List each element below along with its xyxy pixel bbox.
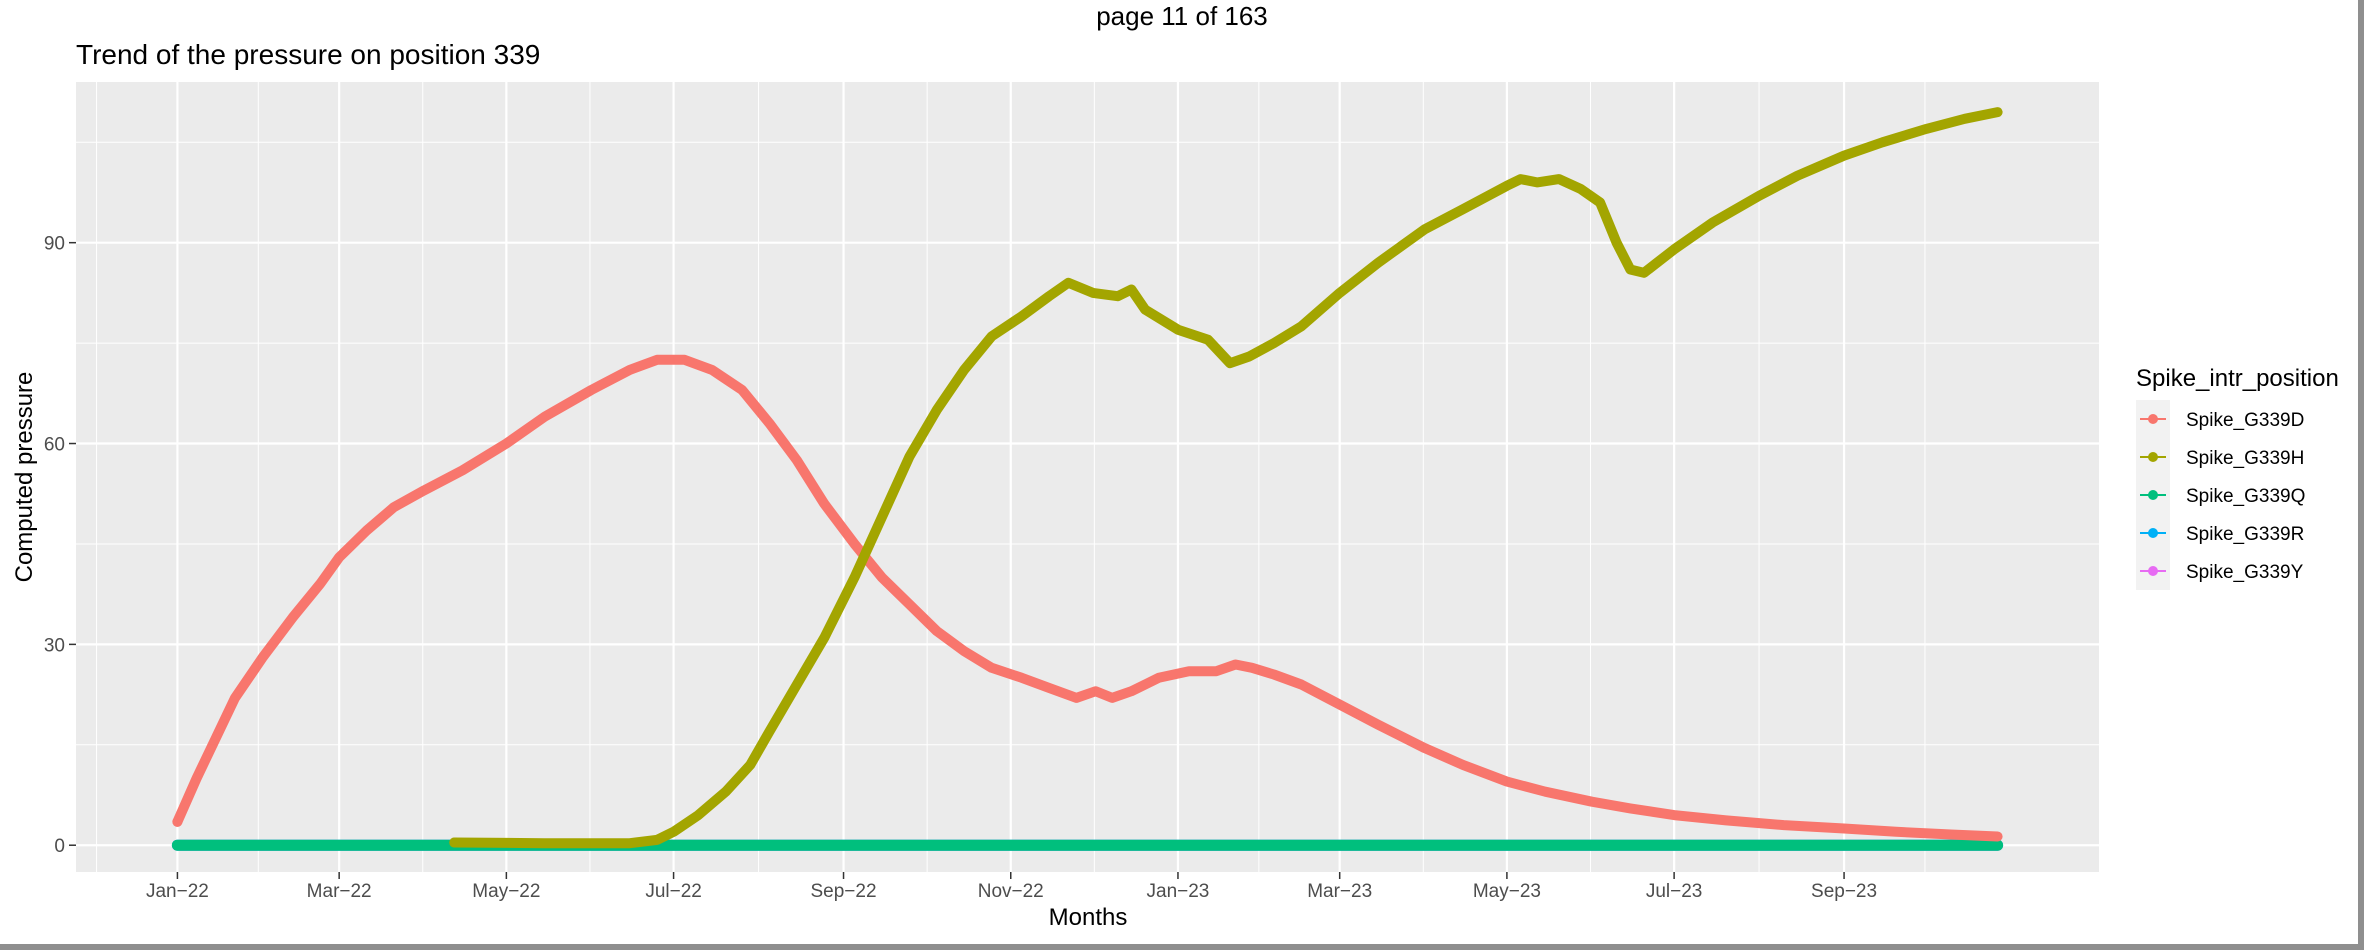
series-point-spike-g339h bbox=[449, 837, 460, 848]
page-header: page 11 of 163 bbox=[1096, 1, 1268, 31]
y-tick-label: 90 bbox=[44, 234, 65, 255]
series-layer bbox=[171, 107, 2004, 851]
legend-item-spike-g339y: Spike_G339Y bbox=[2136, 552, 2304, 590]
legend-label: Spike_G339H bbox=[2186, 448, 2304, 469]
x-tick-label: Jul−22 bbox=[645, 881, 702, 902]
y-axis-label: Computed pressure bbox=[11, 372, 38, 583]
y-tick-label: 60 bbox=[44, 435, 65, 456]
legend-label: Spike_G339Y bbox=[2186, 562, 2304, 583]
legend-key-point bbox=[2148, 452, 2158, 462]
grid-minor bbox=[76, 82, 2099, 872]
legend-item-spike-g339r: Spike_G339R bbox=[2136, 514, 2304, 552]
x-tick-label: May−23 bbox=[1473, 881, 1541, 902]
series-line-spike-g339d bbox=[172, 354, 2003, 842]
legend-key-point bbox=[2148, 490, 2158, 500]
legend-item-spike-g339h: Spike_G339H bbox=[2136, 438, 2304, 476]
x-axis-label: Months bbox=[1049, 904, 1128, 931]
y-tick-label: 30 bbox=[44, 635, 65, 656]
x-tick-label: Mar−22 bbox=[307, 881, 372, 902]
series-point-spike-g339d bbox=[172, 816, 183, 827]
x-tick-label: Sep−23 bbox=[1811, 881, 1877, 902]
legend-item-spike-g339q: Spike_G339Q bbox=[2136, 476, 2305, 514]
x-tick-label: Sep−22 bbox=[811, 881, 877, 902]
chart-title: Trend of the pressure on position 339 bbox=[76, 39, 540, 70]
plot-panel bbox=[76, 82, 2099, 872]
x-tick-label: Mar−23 bbox=[1307, 881, 1372, 902]
legend-label: Spike_G339Q bbox=[2186, 486, 2305, 507]
legend-label: Spike_G339R bbox=[2186, 524, 2304, 545]
y-tick-label: 0 bbox=[54, 836, 65, 857]
legend: Spike_intr_position Spike_G339D Spike_G33… bbox=[2136, 365, 2339, 590]
legend-title: Spike_intr_position bbox=[2136, 365, 2339, 392]
legend-key-point bbox=[2148, 566, 2158, 576]
series-line-spike-g339h bbox=[449, 107, 2003, 849]
legend-key-point bbox=[2148, 414, 2158, 424]
legend-label: Spike_G339D bbox=[2186, 410, 2304, 431]
x-axis: Jan−22 Mar−22 May−22 Jul−22 Sep−22 Nov−22 Jan−… bbox=[146, 872, 1877, 902]
x-tick-label: Jan−22 bbox=[146, 881, 209, 902]
x-tick-label: Jul−23 bbox=[1646, 881, 1703, 902]
y-axis: 0 30 60 90 bbox=[44, 234, 76, 857]
legend-key-point bbox=[2148, 528, 2158, 538]
legend-item-spike-g339d: Spike_G339D bbox=[2136, 400, 2304, 438]
x-tick-label: Jan−23 bbox=[1147, 881, 1210, 902]
x-tick-label: Nov−22 bbox=[978, 881, 1044, 902]
x-tick-label: May−22 bbox=[472, 881, 540, 902]
